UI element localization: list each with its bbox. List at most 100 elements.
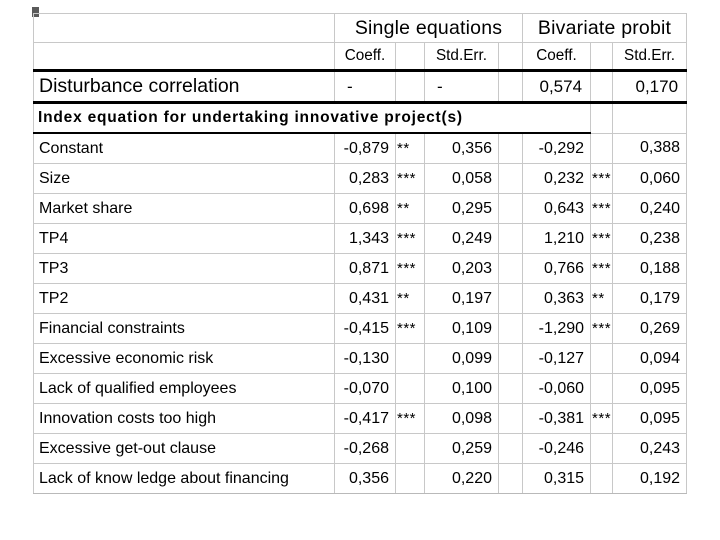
separator-cell bbox=[497, 373, 524, 404]
empty-cell bbox=[590, 42, 614, 72]
section-header-row: Index equation for undertaking innovativ… bbox=[32, 102, 688, 134]
coeff-bivariate-cell: -0,292 bbox=[522, 132, 592, 164]
coeff-single-cell: -0,268 bbox=[334, 433, 396, 464]
stderr-bivariate-cell: 0,095 bbox=[612, 373, 688, 404]
sig-bivariate-cell bbox=[590, 343, 614, 374]
sig-bivariate-cell: *** bbox=[590, 403, 614, 434]
group-header-bivariate-probit: Bivariate probit bbox=[522, 13, 688, 43]
stderr-bivariate-cell: 0,243 bbox=[612, 433, 688, 464]
empty-cell bbox=[395, 42, 425, 72]
sig-single-cell: ** bbox=[395, 193, 425, 224]
table-row: TP3 0,871 *** 0,203 0,766 *** 0,188 bbox=[33, 253, 688, 284]
coeff-single-cell: - bbox=[334, 70, 396, 104]
sig-single-cell bbox=[395, 463, 425, 494]
sig-bivariate-cell: *** bbox=[590, 253, 614, 284]
sig-single-cell: *** bbox=[395, 403, 425, 434]
stderr-single-cell: 0,099 bbox=[424, 343, 499, 374]
regression-results-table: Single equations Bivariate probit Coeff.… bbox=[32, 13, 688, 494]
empty-cell bbox=[497, 42, 524, 72]
coeff-bivariate-cell: 0,232 bbox=[522, 163, 592, 194]
stderr-bivariate-cell: 0,170 bbox=[612, 70, 688, 104]
sig-bivariate-cell bbox=[590, 132, 614, 164]
group-header-row: Single equations Bivariate probit bbox=[33, 13, 688, 43]
empty-corner-cell bbox=[33, 13, 335, 43]
separator-cell bbox=[497, 163, 524, 194]
coeff-single-cell: 0,431 bbox=[334, 283, 396, 314]
coeff-bivariate-cell: -0,127 bbox=[522, 343, 592, 374]
separator-cell bbox=[497, 403, 524, 434]
separator-cell bbox=[497, 463, 524, 494]
stderr-bivariate-cell: 0,240 bbox=[612, 193, 688, 224]
coeff-bivariate-cell: 0,643 bbox=[522, 193, 592, 224]
coeff-bivariate-cell: -0,381 bbox=[522, 403, 592, 434]
separator-cell bbox=[497, 433, 524, 464]
sig-bivariate-cell: *** bbox=[590, 193, 614, 224]
table-row: Innovation costs too high -0,417 *** 0,0… bbox=[33, 403, 688, 434]
stderr-bivariate-cell: 0,192 bbox=[612, 463, 688, 494]
table-row: Market share 0,698 ** 0,295 0,643 *** 0,… bbox=[33, 193, 688, 224]
separator-cell bbox=[497, 283, 524, 314]
row-label-cell: Excessive economic risk bbox=[33, 343, 335, 374]
separator-cell bbox=[497, 253, 524, 284]
coeff-bivariate-cell: -1,290 bbox=[522, 313, 592, 344]
table-row: Lack of qualified employees -0,070 0,100… bbox=[33, 373, 688, 404]
coeff-single-cell: -0,879 bbox=[334, 132, 396, 164]
row-label-cell: Lack of qualified employees bbox=[33, 373, 335, 404]
coeff-single-cell: 0,698 bbox=[334, 193, 396, 224]
stderr-single-cell: 0,098 bbox=[424, 403, 499, 434]
stderr-bivariate-cell: 0,269 bbox=[612, 313, 688, 344]
stderr-single-cell: 0,058 bbox=[424, 163, 499, 194]
coeff-bivariate-cell: 0,766 bbox=[522, 253, 592, 284]
stderr-bivariate-cell: 0,094 bbox=[612, 343, 688, 374]
stderr-single-cell: 0,249 bbox=[424, 223, 499, 254]
coeff-single-cell: -0,070 bbox=[334, 373, 396, 404]
stderr-single-cell: 0,100 bbox=[424, 373, 499, 404]
stderr-bivariate-cell: 0,179 bbox=[612, 283, 688, 314]
coeff-single-cell: 0,356 bbox=[334, 463, 396, 494]
table-row: Excessive get-out clause -0,268 0,259 -0… bbox=[33, 433, 688, 464]
table-row: Constant -0,879 ** 0,356 -0,292 0,388 bbox=[33, 132, 688, 164]
stderr-bivariate-cell: 0,060 bbox=[612, 163, 688, 194]
coeff-single-cell: 1,343 bbox=[334, 223, 396, 254]
row-label-cell: Lack of know ledge about financing bbox=[33, 463, 335, 494]
stderr-single-cell: 0,220 bbox=[424, 463, 499, 494]
separator-cell bbox=[497, 193, 524, 224]
sig-bivariate-cell: *** bbox=[590, 163, 614, 194]
row-label-cell: TP2 bbox=[33, 283, 335, 314]
stderr-single-cell: 0,259 bbox=[424, 433, 499, 464]
sig-bivariate-cell bbox=[590, 373, 614, 404]
stderr-single-header: Std.Err. bbox=[424, 42, 499, 72]
data-rows-body: Constant -0,879 ** 0,356 -0,292 0,388 Si… bbox=[33, 132, 688, 494]
empty-cell bbox=[612, 102, 688, 134]
separator-cell bbox=[497, 223, 524, 254]
row-label-cell: Innovation costs too high bbox=[33, 403, 335, 434]
coeff-bivariate-cell: 0,315 bbox=[522, 463, 592, 494]
coeff-single-cell: -0,417 bbox=[334, 403, 396, 434]
sig-single-cell: ** bbox=[395, 132, 425, 164]
stderr-single-cell: 0,203 bbox=[424, 253, 499, 284]
stderr-bivariate-cell: 0,238 bbox=[612, 223, 688, 254]
group-header-single-equations: Single equations bbox=[333, 13, 524, 43]
separator-cell bbox=[497, 132, 524, 164]
coeff-bivariate-cell: -0,246 bbox=[522, 433, 592, 464]
table-row: Lack of know ledge about financing 0,356… bbox=[33, 463, 688, 494]
stderr-single-cell: 0,109 bbox=[424, 313, 499, 344]
row-label-cell: TP4 bbox=[33, 223, 335, 254]
sig-bivariate-cell bbox=[590, 70, 614, 104]
coeff-single-cell: 0,871 bbox=[334, 253, 396, 284]
stderr-bivariate-header: Std.Err. bbox=[612, 42, 688, 72]
coeff-bivariate-cell: -0,060 bbox=[522, 373, 592, 404]
coeff-bivariate-cell: 0,363 bbox=[522, 283, 592, 314]
coeff-bivariate-cell: 0,574 bbox=[522, 70, 592, 104]
table-row: Size 0,283 *** 0,058 0,232 *** 0,060 bbox=[33, 163, 688, 194]
stderr-bivariate-cell: 0,388 bbox=[612, 132, 688, 164]
disturbance-correlation-row: Disturbance correlation - - 0,574 0,170 bbox=[33, 70, 688, 104]
sig-single-cell bbox=[395, 433, 425, 464]
separator-cell bbox=[497, 313, 524, 344]
coeff-single-cell: -0,415 bbox=[334, 313, 396, 344]
sig-bivariate-cell: *** bbox=[590, 313, 614, 344]
sig-single-cell: ** bbox=[395, 283, 425, 314]
table-row: TP4 1,343 *** 0,249 1,210 *** 0,238 bbox=[33, 223, 688, 254]
coeff-single-cell: -0,130 bbox=[334, 343, 396, 374]
